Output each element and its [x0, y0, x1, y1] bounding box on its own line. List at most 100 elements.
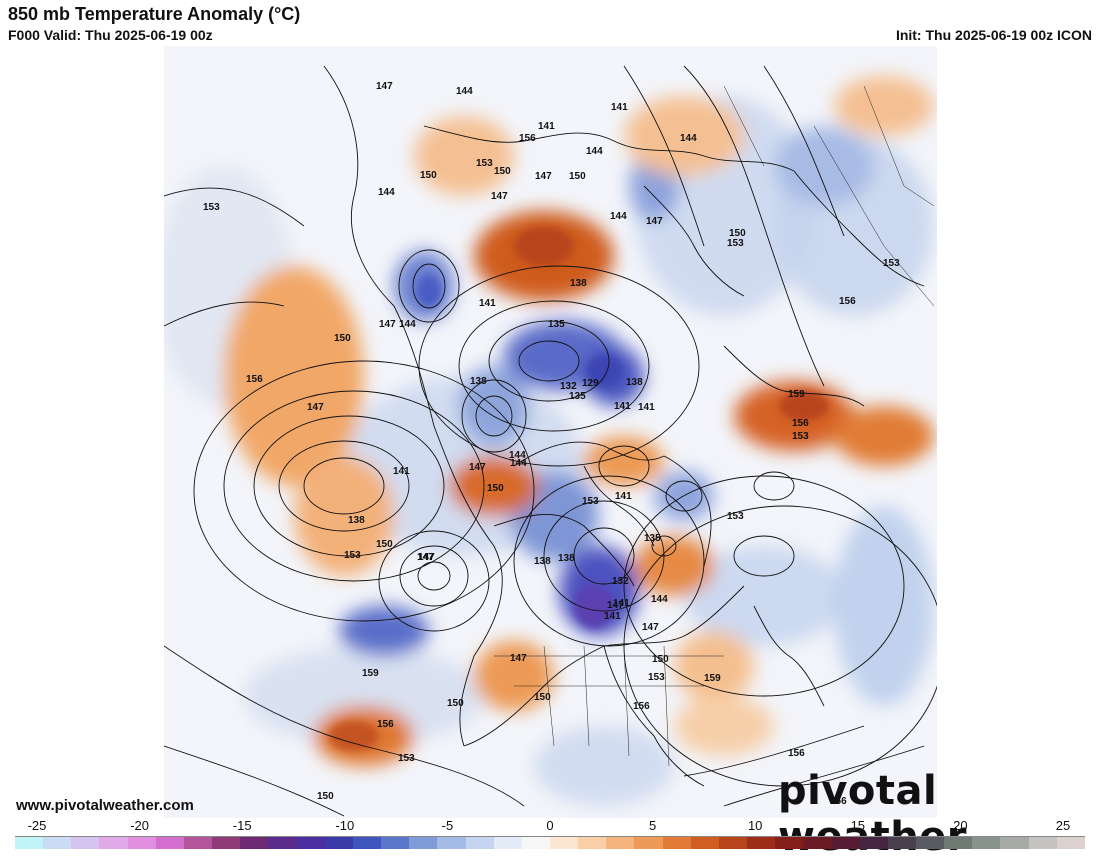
contour-label: 153: [344, 550, 361, 561]
contour-label: 159: [362, 668, 379, 679]
contour-label: 156: [830, 796, 847, 807]
contour-label: 153: [476, 158, 493, 169]
contour-label: 156: [792, 418, 809, 429]
contour-label: 156: [377, 719, 394, 730]
contour-label: 150: [334, 333, 351, 344]
colorbar-swatch: [15, 837, 44, 849]
contour-label: 138: [626, 377, 643, 388]
contour-label: 150: [447, 698, 464, 709]
colorbar-tick-label: -20: [130, 818, 149, 833]
colorbar-tick-label: -10: [335, 818, 355, 833]
colorbar-swatch: [381, 837, 410, 849]
colorbar-swatch: [99, 837, 128, 849]
contour-label: 156: [633, 701, 650, 712]
contour-label: 129: [582, 378, 599, 389]
colorbar-tick-label: 20: [953, 818, 968, 833]
contour-label: 150: [376, 539, 393, 550]
colorbar-swatch: [662, 837, 691, 849]
contour-label: 138: [558, 553, 575, 564]
colorbar-swatch: [155, 837, 184, 849]
colorbar-tick-label: 5: [648, 818, 657, 833]
contour-label: 153: [582, 496, 599, 507]
colorbar-swatch: [212, 837, 241, 849]
contour-label: 156: [519, 133, 536, 144]
colorbar-swatch: [578, 837, 607, 849]
map-title: 850 mb Temperature Anomaly (°C): [8, 4, 301, 24]
colorbar-swatch: [352, 837, 382, 849]
map-canvas[interactable]: 147 144 141 156 144 150 153 150 144 141 …: [164, 46, 937, 818]
colorbar-tick-label: 15: [850, 818, 866, 833]
colorbar-swatch: [972, 837, 1001, 849]
colorbar: [15, 836, 1085, 849]
colorbar-swatch: [268, 837, 297, 849]
contour-label: 144: [510, 458, 527, 469]
contour-label: 150: [569, 171, 586, 182]
valid-time: F000 Valid: Thu 2025-06-19 00z: [8, 27, 213, 43]
contour-label: 135: [644, 533, 661, 544]
contour-label: 141: [613, 598, 630, 609]
contour-label: 144: [680, 133, 697, 144]
contour-label: 150: [652, 654, 669, 665]
contour-label: 141: [538, 121, 555, 132]
colorbar-ticks: -25 -20 -15 -10 -5 0 5 10 15 20 25: [15, 818, 1085, 834]
contour-label: 150: [420, 170, 437, 181]
colorbar-swatch: [634, 837, 663, 849]
contour-label: 144: [610, 211, 627, 222]
contour-label: 156: [839, 296, 856, 307]
contour-label: 150: [534, 692, 551, 703]
political-borders: [494, 85, 935, 767]
colorbar-swatch: [43, 837, 72, 849]
contour-label: 147: [379, 319, 396, 330]
colorbar-swatch: [803, 837, 832, 849]
website-url: www.pivotalweather.com: [16, 797, 194, 814]
contour-label: 153: [648, 672, 665, 683]
contour-label: 138: [534, 556, 551, 567]
colorbar-swatch: [296, 837, 325, 849]
contour-label: 147: [642, 622, 659, 633]
contour-label: 135: [548, 319, 565, 330]
colorbar-swatch: [718, 837, 748, 849]
contour-label: 144: [586, 146, 603, 157]
colorbar-swatch: [859, 837, 888, 849]
colorbar-swatch: [944, 837, 973, 849]
colorbar-swatch: [887, 837, 916, 849]
colorbar-swatch: [1028, 837, 1057, 849]
header: 850 mb Temperature Anomaly (°C) F000 Val…: [0, 0, 1100, 46]
anomaly-shading-detail: [329, 226, 829, 751]
contour-label: 147: [491, 191, 508, 202]
contour-label: 141: [638, 402, 655, 413]
contour-label: 144: [456, 86, 473, 97]
colorbar-tick-label: 25: [1055, 818, 1071, 833]
colorbar-swatch: [775, 837, 804, 849]
contour-label: 144: [399, 319, 416, 330]
contour-label: 138: [470, 376, 487, 387]
contour-label: 141: [615, 491, 632, 502]
contour-label: 153: [398, 753, 415, 764]
coastlines: [323, 65, 925, 787]
contour-label: 147: [376, 81, 393, 92]
contour-label: 147: [607, 600, 624, 611]
contour-label: 138: [570, 278, 587, 289]
contour-label: 141: [604, 611, 621, 622]
colorbar-tick-label: 10: [747, 818, 763, 833]
contour-label: 147: [307, 402, 324, 413]
height-contours: [164, 65, 937, 817]
contour-label: 153: [727, 511, 744, 522]
colorbar-swatch: [521, 837, 550, 849]
colorbar-swatch: [493, 837, 522, 849]
contour-label: 144: [378, 187, 395, 198]
colorbar-swatch: [127, 837, 156, 849]
contour-label: 156: [788, 748, 805, 759]
colorbar-swatch: [465, 837, 494, 849]
contour-label: 144: [509, 450, 526, 461]
contour-label: 153: [203, 202, 220, 213]
contour-label: 141: [393, 466, 410, 477]
contour-label: 132: [612, 576, 629, 587]
colorbar-tick-label: -15: [232, 818, 252, 833]
contour-label: 147: [535, 171, 552, 182]
contour-label: 156: [246, 374, 263, 385]
contour-label: 159: [704, 673, 721, 684]
colorbar-swatch: [71, 837, 100, 849]
map-panel[interactable]: 147 144 141 156 144 150 153 150 144 141 …: [164, 46, 937, 818]
contour-label: 147: [469, 462, 486, 473]
